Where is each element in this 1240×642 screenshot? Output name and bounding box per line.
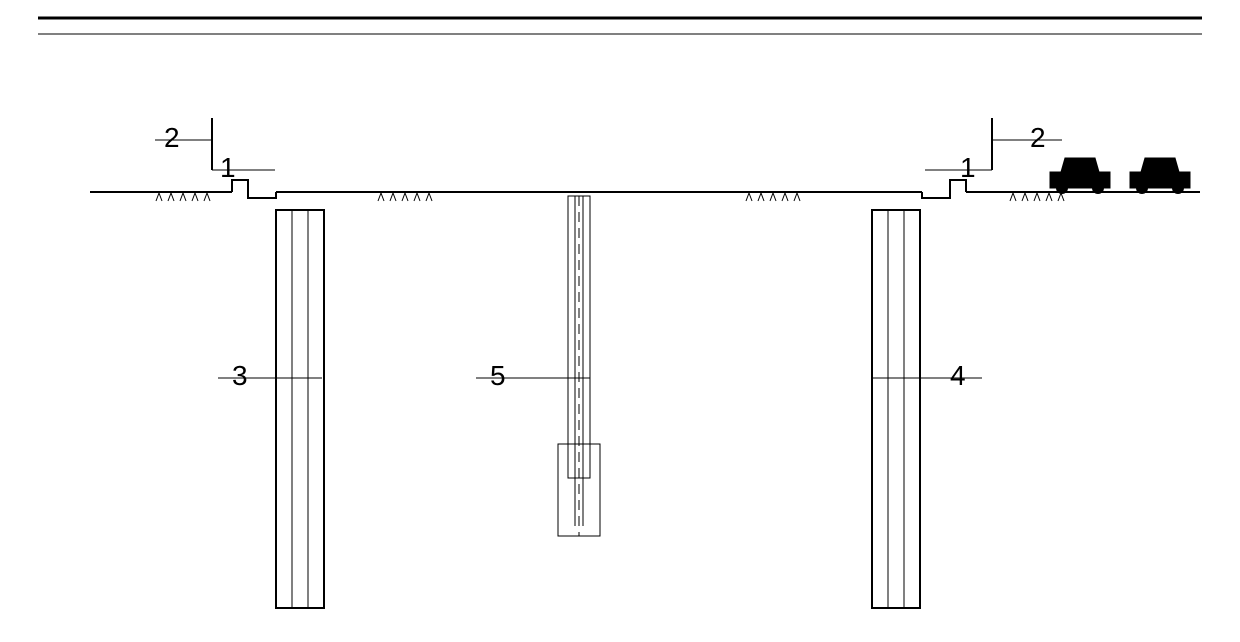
label-4: 4 — [950, 360, 966, 392]
label-2-left: 2 — [164, 122, 180, 154]
label-1-left: 1 — [220, 152, 236, 184]
label-3: 3 — [232, 360, 248, 392]
label-5: 5 — [490, 360, 506, 392]
label-1-right: 1 — [960, 152, 976, 184]
diagram-canvas — [0, 0, 1240, 642]
label-2-right: 2 — [1030, 122, 1046, 154]
